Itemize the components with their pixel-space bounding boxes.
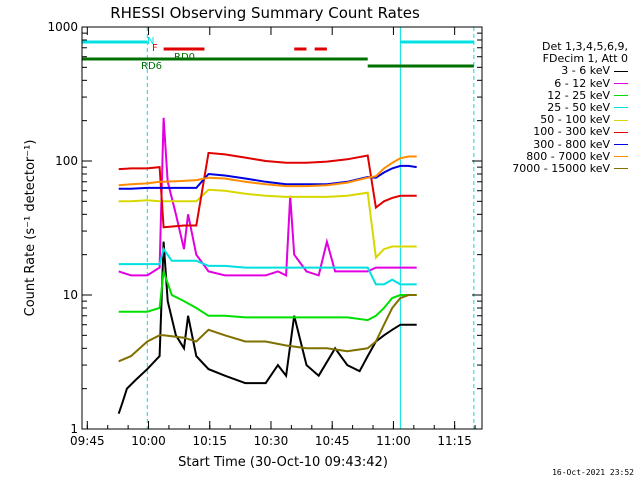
- legend-item-label: 7000 - 15000 keV: [512, 161, 610, 175]
- legend-item: 7000 - 15000 keV: [478, 161, 628, 175]
- legend-swatch: [614, 131, 628, 133]
- legend-item-label: 3 - 6 keV: [561, 64, 610, 78]
- legend-swatch: [614, 107, 628, 109]
- legend-item-label: 100 - 300 keV: [533, 125, 610, 139]
- y-tick-label: 100: [55, 154, 78, 168]
- legend-item-label: 50 - 100 keV: [540, 113, 610, 127]
- x-tick-label: 10:30: [254, 434, 289, 448]
- series-line-4: [118, 246, 417, 286]
- legend: Det 1,3,4,5,6,9, FDecim 1, Att 0 3 - 6 k…: [478, 40, 628, 175]
- legend-swatch: [614, 168, 628, 170]
- legend-item: 100 - 300 keV: [478, 126, 628, 138]
- legend-item: 3 - 6 keV: [478, 65, 628, 77]
- x-tick-label: 10:00: [131, 434, 166, 448]
- y-tick-label: 10: [63, 288, 78, 302]
- legend-swatch: [614, 95, 628, 97]
- legend-item: 25 - 50 keV: [478, 100, 628, 114]
- x-axis-label: Start Time (30-Oct-10 09:43:42): [178, 455, 388, 470]
- y-tick-label: 1000: [47, 20, 78, 34]
- x-tick-label: 10:15: [192, 434, 227, 448]
- legend-header-line-2: FDecim 1, Att 0: [542, 52, 628, 66]
- legend-item: 6 - 12 keV: [478, 76, 628, 90]
- x-axis: 09:45 10:00 10:15 10:30 10:45 11:00 11:15: [70, 27, 476, 448]
- series-line-7: [118, 164, 417, 190]
- chart-title: RHESSI Observing Summary Count Rates: [110, 4, 420, 22]
- series-line-2: [118, 117, 417, 277]
- legend-item: 50 - 100 keV: [478, 114, 628, 126]
- legend-header-line-1: Det 1,3,4,5,6,9,: [541, 40, 628, 53]
- legend-item-label: 6 - 12 keV: [554, 76, 610, 90]
- legend-item: 800 - 7000 keV: [478, 149, 628, 163]
- legend-swatch: [614, 156, 628, 158]
- legend-swatch: [614, 144, 628, 145]
- series-line-9: [118, 294, 417, 363]
- legend-item: 300 - 800 keV: [478, 137, 628, 151]
- observing-label-n: N: [147, 36, 154, 47]
- y-tick-label: 1: [70, 422, 78, 436]
- x-tick-label: 11:15: [437, 434, 472, 448]
- x-tick-label: 11:00: [376, 434, 411, 448]
- observing-label-rd0: RD0: [174, 52, 195, 63]
- series-line-8: [118, 155, 417, 188]
- legend-swatch: [614, 70, 628, 72]
- x-tick-label: 09:45: [70, 434, 105, 448]
- y-axis-label: Count Rate (s⁻¹ detector⁻¹): [23, 140, 38, 317]
- legend-swatch: [614, 119, 628, 121]
- plot-frame: [81, 26, 483, 430]
- legend-item-label: 800 - 7000 keV: [526, 149, 610, 163]
- y-axis: 1 10 100 1000: [47, 20, 482, 436]
- legend-swatch: [614, 83, 628, 85]
- observing-label-rd6: RD6: [141, 61, 162, 72]
- legend-item: 12 - 25 keV: [478, 88, 628, 102]
- plot-area: NF RD0 RD6: [81, 27, 475, 429]
- legend-item-label: 300 - 800 keV: [533, 137, 610, 151]
- legend-item-label: 12 - 25 keV: [547, 88, 610, 102]
- footer-timestamp: 16-Oct-2021 23:52: [552, 468, 634, 477]
- legend-item-label: 25 - 50 keV: [547, 100, 610, 114]
- series-line-6: [118, 151, 417, 229]
- observing-label-f: F: [152, 43, 158, 54]
- series-line-3: [118, 271, 417, 322]
- x-tick-label: 10:45: [315, 434, 350, 448]
